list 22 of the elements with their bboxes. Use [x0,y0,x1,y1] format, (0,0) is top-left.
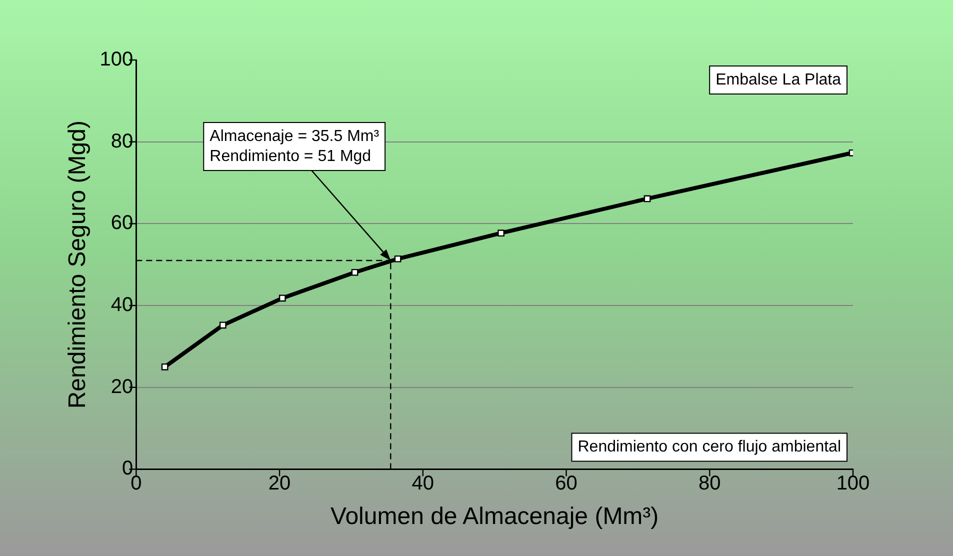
x-tick-label: 100 [836,472,870,495]
annotation: Embalse La Plata [716,71,842,88]
y-tick-label: 60 [110,212,134,234]
y-tick-label: 20 [110,376,134,398]
point [161,363,168,370]
y-tick-label: 80 [110,130,134,152]
point [351,268,358,276]
point [278,294,286,302]
point [219,322,226,329]
point [498,230,504,237]
point [394,255,402,262]
x-tick-label: 80 [698,472,721,495]
x-tick-label: 20 [268,472,291,495]
annotation: Rendimiento con cero flujo ambiental [578,438,842,456]
y-axis-title: Rendimiento Seguro (Mgd) [64,120,92,409]
x-tick-label: 40 [412,472,434,495]
y-tick-label: 100 [100,48,134,71]
point [644,195,651,202]
x-axis-title: Volumen de Almacenaje (Mm³) [330,503,659,530]
y-tick-label: 40 [110,294,134,316]
annotation: Almacenaje = 35.5 Mm³ Rendimiento = 51 Mgd [210,128,380,165]
x-tick-label: 60 [555,472,578,495]
